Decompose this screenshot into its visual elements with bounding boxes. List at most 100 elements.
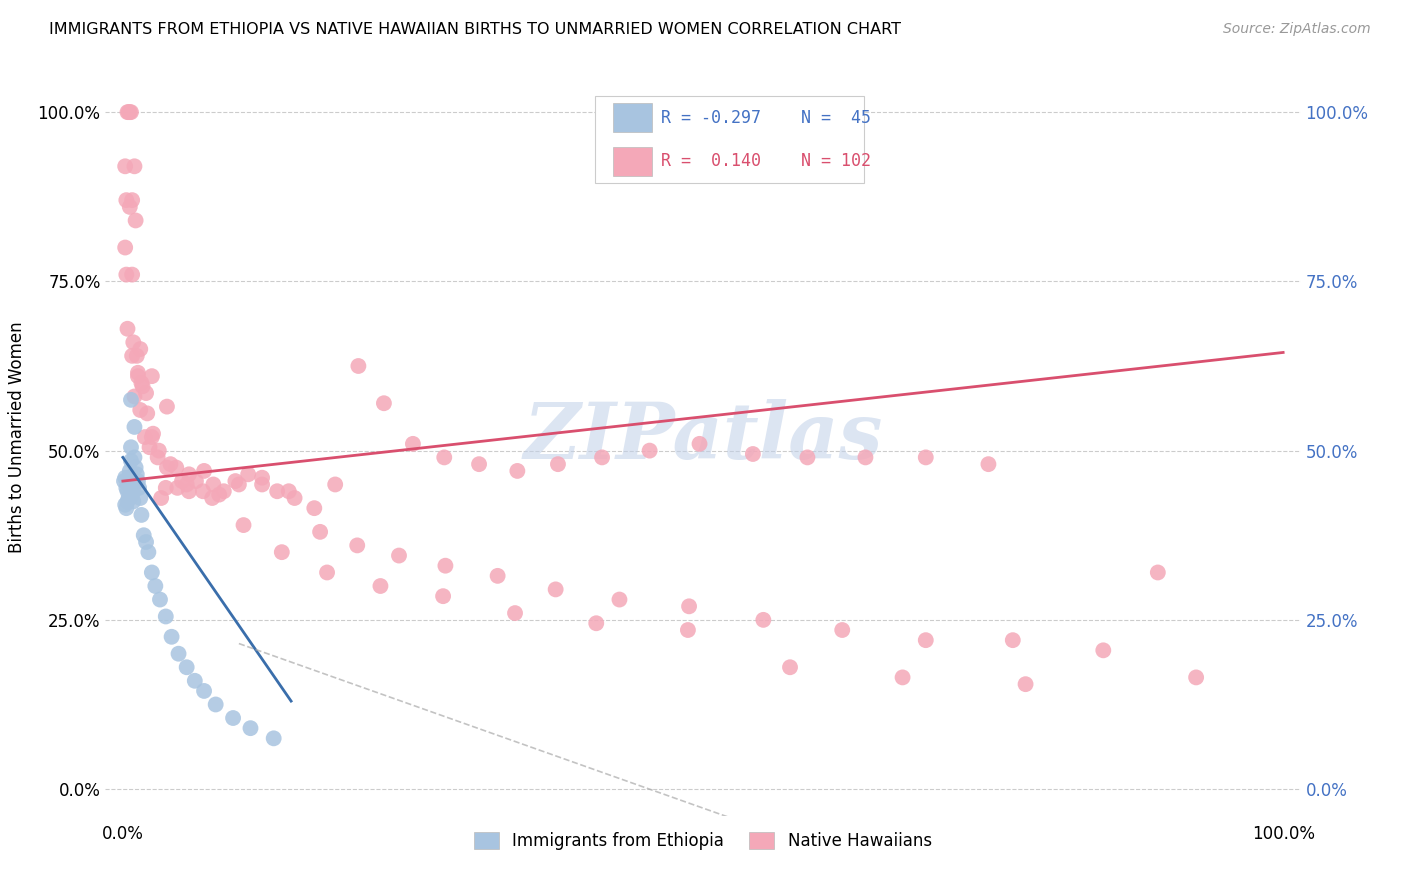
- Point: [121, 268, 143, 282]
- Point: [118, 200, 141, 214]
- Point: [141, 430, 163, 444]
- Point: [266, 484, 288, 499]
- Point: [117, 484, 139, 499]
- Point: [304, 501, 326, 516]
- Point: [131, 379, 153, 393]
- Point: [121, 349, 143, 363]
- Y-axis label: Births to Unmarried Women: Births to Unmarried Women: [8, 321, 27, 553]
- Point: [141, 566, 163, 580]
- Point: [150, 491, 173, 505]
- Point: [309, 524, 332, 539]
- FancyBboxPatch shape: [613, 103, 651, 132]
- Point: [124, 450, 146, 465]
- Point: [120, 454, 142, 468]
- Point: [120, 440, 142, 454]
- Point: [117, 322, 139, 336]
- Point: [127, 366, 149, 380]
- Point: [224, 474, 246, 488]
- Point: [689, 437, 711, 451]
- Point: [143, 579, 166, 593]
- Point: [118, 477, 141, 491]
- Point: [124, 460, 146, 475]
- Point: [347, 359, 370, 373]
- Point: [129, 403, 152, 417]
- Point: [468, 457, 491, 471]
- Point: [156, 400, 179, 414]
- Point: [146, 450, 169, 465]
- Point: [118, 491, 141, 505]
- Point: [166, 481, 188, 495]
- Point: [678, 599, 700, 614]
- Point: [1185, 670, 1208, 684]
- Point: [120, 481, 142, 495]
- Point: [193, 684, 215, 698]
- Point: [131, 508, 153, 522]
- Point: [127, 474, 149, 488]
- Point: [160, 630, 183, 644]
- FancyBboxPatch shape: [613, 146, 651, 176]
- Point: [1014, 677, 1036, 691]
- Point: [118, 471, 141, 485]
- Point: [128, 481, 150, 495]
- Point: [112, 474, 135, 488]
- Point: [120, 392, 142, 407]
- Point: [176, 660, 198, 674]
- Point: [547, 457, 569, 471]
- Point: [118, 464, 141, 478]
- Point: [316, 566, 339, 580]
- Point: [124, 159, 146, 173]
- Point: [159, 457, 181, 471]
- Text: R = -0.297    N =  45: R = -0.297 N = 45: [661, 109, 872, 127]
- Point: [676, 623, 699, 637]
- Point: [122, 481, 145, 495]
- Point: [114, 159, 136, 173]
- Point: [125, 349, 148, 363]
- Point: [222, 711, 245, 725]
- Point: [503, 606, 526, 620]
- FancyBboxPatch shape: [596, 96, 865, 183]
- Point: [155, 481, 177, 495]
- Legend: Immigrants from Ethiopia, Native Hawaiians: Immigrants from Ethiopia, Native Hawaiia…: [468, 826, 938, 857]
- Point: [121, 488, 143, 502]
- Point: [129, 491, 152, 505]
- Point: [165, 460, 187, 475]
- Point: [114, 498, 136, 512]
- Point: [118, 105, 141, 120]
- Point: [591, 450, 613, 465]
- Point: [177, 484, 200, 499]
- Point: [149, 592, 172, 607]
- Point: [167, 647, 190, 661]
- Point: [131, 376, 153, 390]
- Point: [170, 474, 193, 488]
- Point: [124, 389, 146, 403]
- Point: [434, 558, 457, 573]
- Point: [263, 731, 285, 746]
- Point: [155, 609, 177, 624]
- Point: [201, 491, 224, 505]
- Point: [977, 457, 1000, 471]
- Point: [250, 471, 273, 485]
- Point: [202, 477, 225, 491]
- Point: [212, 484, 235, 499]
- Point: [914, 450, 936, 465]
- Point: [193, 464, 215, 478]
- Point: [346, 538, 368, 552]
- Point: [117, 105, 139, 120]
- Point: [129, 342, 152, 356]
- Point: [114, 240, 136, 255]
- Point: [388, 549, 411, 563]
- Point: [891, 670, 914, 684]
- Point: [779, 660, 801, 674]
- Point: [115, 268, 138, 282]
- Point: [184, 673, 207, 688]
- Point: [277, 484, 299, 499]
- Point: [506, 464, 529, 478]
- Point: [120, 105, 142, 120]
- Point: [831, 623, 853, 637]
- Point: [609, 592, 631, 607]
- Point: [122, 335, 145, 350]
- Point: [638, 443, 661, 458]
- Point: [433, 450, 456, 465]
- Point: [118, 491, 141, 505]
- Point: [373, 396, 395, 410]
